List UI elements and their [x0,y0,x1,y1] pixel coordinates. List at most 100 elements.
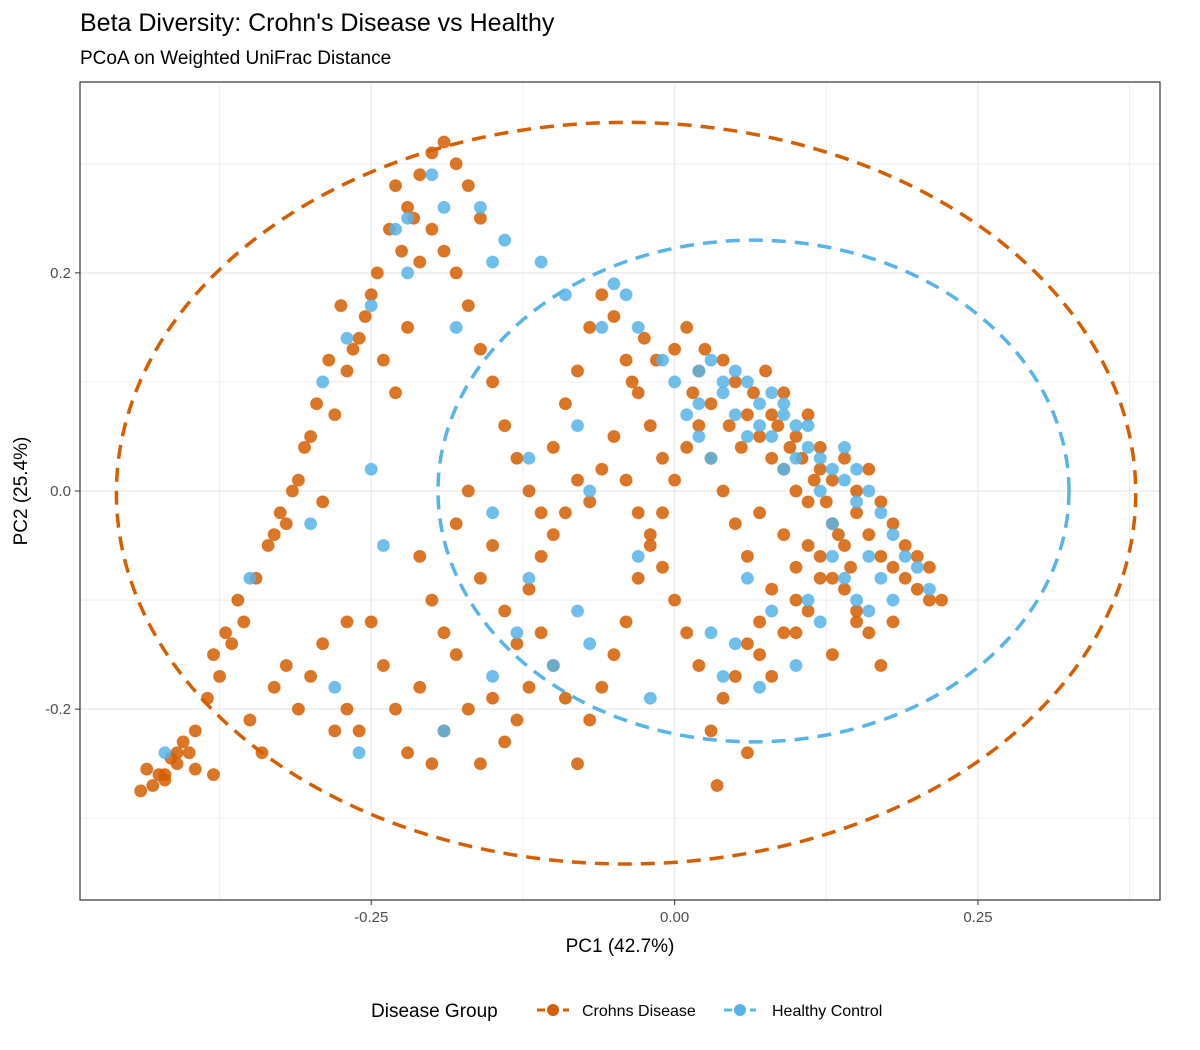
point-crohns [461,179,475,193]
point-crohns [813,549,827,563]
point-crohns [225,637,239,651]
y-tick-label: 0.0 [50,483,71,500]
confidence-ellipses [114,120,1138,866]
point-crohns [825,648,839,662]
point-crohns [285,484,299,498]
point-crohns [680,320,694,334]
point-crohns [631,571,645,585]
point-crohns [267,680,281,694]
point-crohns [498,735,512,749]
point-crohns [425,146,439,160]
point-crohns [461,299,475,313]
point-healthy [716,375,730,389]
x-axis-ticks: -0.25 0.00 0.25 [354,900,993,926]
point-crohns [680,440,694,454]
point-healthy [825,517,839,531]
point-healthy [486,255,500,269]
point-crohns [668,342,682,356]
point-crohns [279,517,293,531]
legend-key-point-healthy [734,1004,746,1016]
point-crohns [740,549,754,563]
point-crohns [322,353,336,367]
point-crohns [522,484,536,498]
point-healthy [376,539,390,552]
point-healthy [571,419,584,433]
point-healthy [243,571,257,585]
point-healthy [728,364,742,378]
point-healthy [304,517,318,531]
point-crohns [437,626,451,640]
point-crohns [558,506,572,520]
point-crohns [607,430,621,443]
point-healthy [765,604,779,618]
point-crohns [352,331,366,345]
point-healthy [728,637,742,651]
point-healthy [692,430,706,443]
point-crohns [850,484,864,498]
point-healthy [473,200,487,214]
point-crohns [789,593,803,607]
point-crohns [862,528,876,542]
point-crohns [607,310,621,323]
point-crohns [188,762,202,776]
point-crohns [583,320,597,334]
point-healthy [389,222,402,236]
point-healthy [898,549,912,563]
point-healthy [364,299,378,313]
point-healthy [522,451,536,465]
point-crohns [619,615,633,629]
point-healthy [838,571,851,585]
point-crohns [862,462,876,476]
point-crohns [747,386,760,400]
point-healthy [801,419,815,433]
x-tick-label: 0.25 [963,909,992,926]
point-crohns [838,582,851,596]
point-crohns [340,615,354,629]
point-crohns [425,593,439,607]
point-crohns [304,430,318,443]
point-healthy [583,484,597,498]
point-crohns [473,757,487,771]
point-healthy [801,440,815,454]
legend-label-healthy: Healthy Control [772,1003,882,1020]
point-healthy [680,408,694,422]
point-crohns [777,626,791,640]
point-healthy [862,484,876,498]
point-healthy [704,353,718,367]
point-crohns [789,560,803,574]
point-crohns [176,735,190,749]
point-crohns [844,560,858,574]
point-crohns [243,713,257,727]
point-crohns [886,517,900,531]
point-crohns [825,571,839,585]
point-crohns [473,211,487,225]
point-crohns [340,364,354,378]
point-crohns [334,299,348,313]
point-healthy [510,626,524,640]
point-healthy [631,549,645,563]
point-healthy [789,659,803,672]
point-healthy [765,386,779,400]
point-healthy [862,604,876,618]
point-crohns [668,473,682,487]
point-crohns [838,451,851,465]
point-crohns [486,539,500,552]
y-tick-label: 0.2 [50,265,71,282]
point-crohns [765,408,779,422]
point-crohns [401,200,415,214]
point-crohns [753,648,767,662]
point-crohns [728,669,742,683]
point-healthy [740,430,754,443]
point-crohns [656,560,669,574]
point-crohns [182,746,196,760]
point-healthy [777,408,791,422]
point-crohns [237,615,251,629]
point-crohns [376,353,390,367]
point-healthy [437,200,451,214]
point-crohns [704,397,718,411]
point-crohns [656,506,669,520]
ellipse-crohns [114,120,1138,866]
point-healthy [740,571,754,585]
ellipse-healthy [436,238,1071,744]
